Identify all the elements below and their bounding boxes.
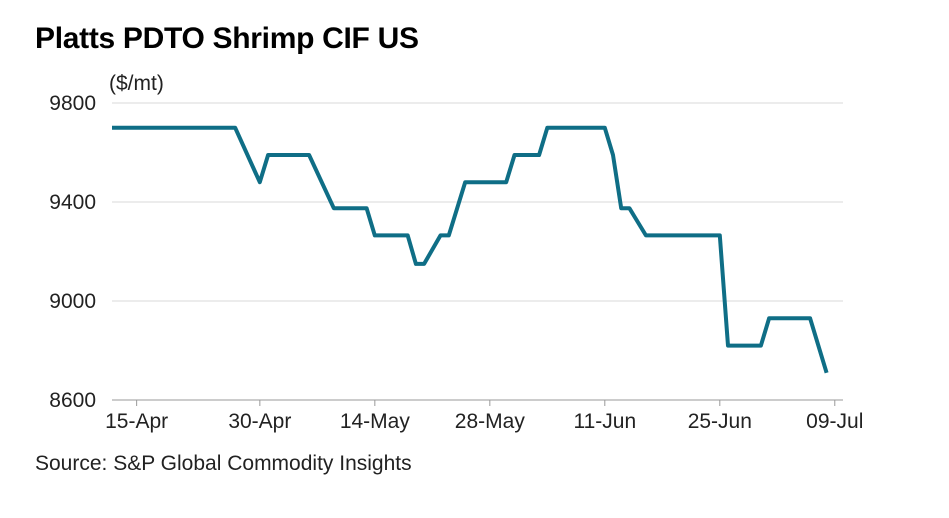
x-tick-label: 25-Jun: [688, 410, 752, 433]
x-tick-label: 15-Apr: [105, 410, 168, 433]
source-note: Source: S&P Global Commodity Insights: [35, 452, 412, 475]
x-tick-label: 14-May: [340, 410, 411, 433]
series-layer: [112, 125, 829, 374]
x-tick-label: 30-Apr: [228, 410, 291, 433]
y-axis-unit-label: ($/mt): [109, 72, 164, 95]
y-tick-label: 9400: [49, 191, 96, 214]
x-tick-label: 09-Jul: [806, 410, 863, 433]
y-tick-label: 9800: [49, 92, 96, 115]
grid-lines: [112, 102, 843, 401]
y-tick-label: 9000: [49, 290, 96, 313]
x-axis: 15-Apr 30-Apr 14-May 28-May 11-Jun 25-Jun 09-J…: [105, 399, 863, 433]
series-line-0: [112, 125, 829, 374]
y-tick-label: 8600: [49, 389, 96, 412]
x-tick-label: 28-May: [455, 410, 526, 433]
y-axis-ticks: 9800 9400 9000 8600: [49, 92, 96, 412]
x-tick-label: 11-Jun: [573, 410, 636, 433]
chart-title: Platts PDTO Shrimp CIF US: [35, 22, 419, 55]
